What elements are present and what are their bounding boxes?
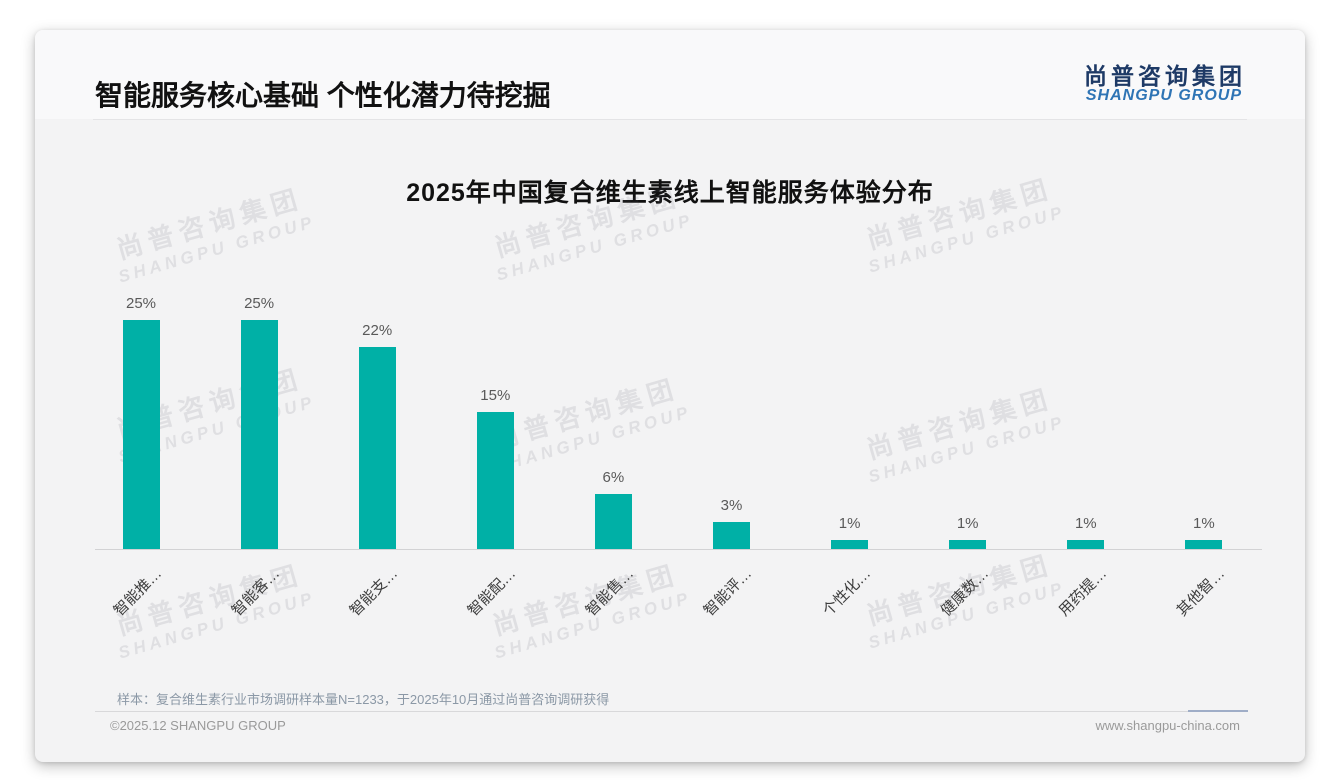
bar-value-label: 3% [720, 497, 743, 514]
x-axis-label: 智能支… [346, 565, 402, 620]
bar [831, 540, 869, 549]
x-axis-label: 其他智… [1173, 565, 1229, 620]
bar [1067, 540, 1105, 549]
bar [240, 320, 278, 549]
slide-header: 智能服务核心基础 个性化潜力待挖掘 尚普咨询集团 SHANGPU GROUP [35, 30, 1305, 119]
x-axis-label: 个性化… [819, 565, 874, 620]
copyright-text: ©2025.12 SHANGPU GROUP [110, 718, 286, 733]
slide-card: 智能服务核心基础 个性化潜力待挖掘 尚普咨询集团 SHANGPU GROUP 尚… [35, 30, 1305, 762]
footer-divider [95, 711, 1248, 712]
bar-value-label: 25% [244, 295, 275, 312]
x-axis-label: 健康数… [937, 565, 992, 620]
x-axis-label: 智能评… [701, 565, 756, 620]
x-axis-label: 智能配… [464, 565, 520, 620]
bar [358, 347, 396, 549]
x-axis-label: 智能客… [228, 565, 284, 620]
bar-plot: 25% 智能推… 25% 智能客… 22% 智能支… 15% 智能配… 6% 智能售… 3% 智能评…… [35, 30, 1305, 762]
x-axis-label: 智能推… [110, 565, 166, 620]
bar [594, 494, 632, 549]
bar [949, 540, 987, 549]
bar-value-label: 1% [956, 515, 979, 532]
chart-title: 2025年中国复合维生素线上智能服务体验分布 [406, 179, 934, 207]
x-axis-label: 用药提… [1055, 565, 1110, 620]
header-divider [93, 119, 1247, 120]
bar-value-label: 15% [480, 387, 511, 404]
bar [713, 522, 750, 549]
company-logo: 尚普咨询集团 SHANGPU GROUP [1084, 64, 1242, 105]
bar-value-label: 1% [838, 515, 861, 532]
logo-cn-text: 尚普咨询集团 [1084, 63, 1246, 89]
bar-value-label: 1% [1074, 515, 1097, 532]
page-title: 智能服务核心基础 个性化潜力待挖掘 [95, 80, 551, 111]
logo-en-text: SHANGPU GROUP [1085, 87, 1242, 105]
bar-value-label: 6% [602, 469, 625, 486]
bar-value-label: 1% [1193, 515, 1215, 532]
bar [476, 412, 514, 549]
x-axis-baseline [95, 549, 1262, 550]
website-text: www.shangpu-china.com [1095, 718, 1240, 733]
sample-note: 样本：复合维生素行业市场调研样本量N=1233，于2025年10月通过尚普咨询调… [117, 692, 610, 707]
x-axis-label: 智能售… [583, 565, 638, 620]
bar [122, 320, 160, 549]
footer-divider-accent [1188, 710, 1248, 712]
bar [1185, 540, 1223, 549]
bar-value-label: 22% [362, 322, 393, 339]
bar-value-label: 25% [125, 295, 157, 312]
